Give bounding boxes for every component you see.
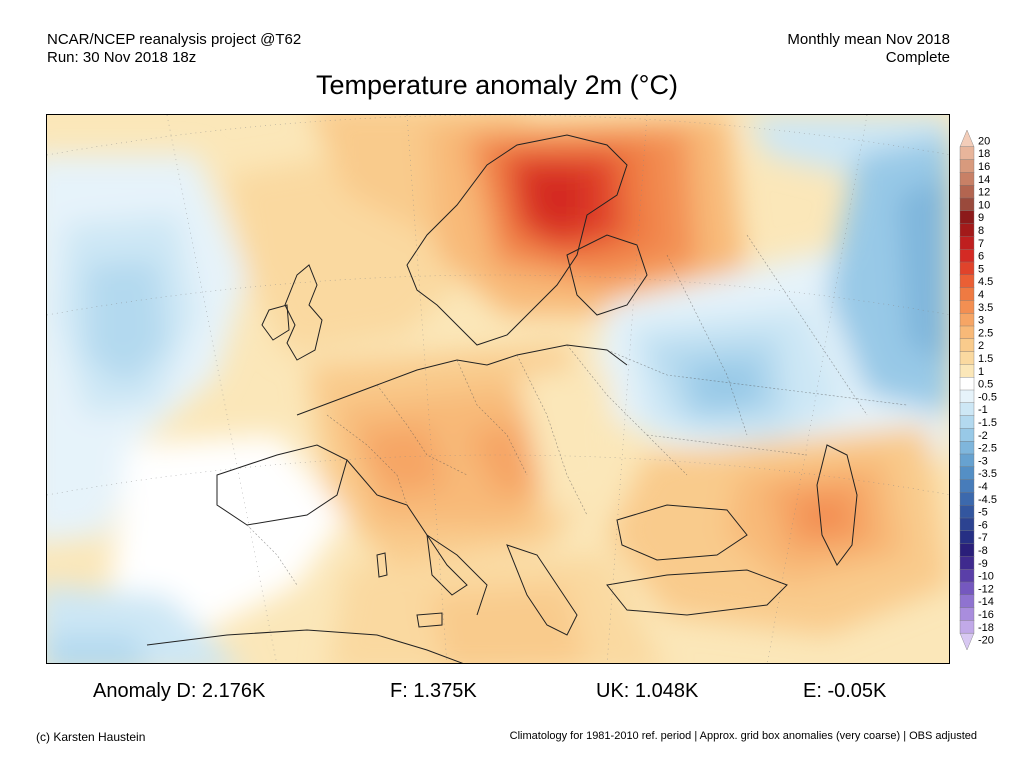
- header-left: NCAR/NCEP reanalysis project @T62 Run: 3…: [47, 31, 301, 67]
- header-right: Monthly mean Nov 2018 Complete: [787, 31, 950, 67]
- colorbar-swatch: [959, 159, 975, 173]
- colorbar-swatch: [959, 607, 975, 621]
- colorbar-swatch: [959, 466, 975, 481]
- colorbar-label: -16: [978, 609, 994, 621]
- colorbar-label: -10: [978, 571, 994, 583]
- colorbar-label: -8: [978, 545, 988, 557]
- colorbar-swatch: [959, 530, 975, 545]
- colorbar-label: -5: [978, 507, 988, 519]
- colorbar-label: -6: [978, 519, 988, 531]
- colorbar-label: 8: [978, 225, 984, 237]
- colorbar-swatch: [959, 236, 975, 250]
- colorbar-swatch: [959, 569, 975, 583]
- credit-label: (c) Karsten Haustein: [36, 730, 146, 744]
- colorbar-swatch: [959, 210, 975, 225]
- anomaly-d-stat: Anomaly D: 2.176K: [93, 680, 266, 702]
- colorbar-label: -2: [978, 430, 988, 442]
- colorbar-label: 5: [978, 263, 984, 275]
- colorbar-swatch: [959, 325, 975, 340]
- colorbar-label: 20: [978, 135, 990, 147]
- colorbar-swatch: [959, 441, 975, 455]
- colorbar-label: -12: [978, 583, 994, 595]
- coastlines: [146, 134, 858, 663]
- colorbar-swatch: [959, 633, 975, 651]
- colorbar-swatch: [959, 556, 975, 570]
- colorbar-swatch: [959, 581, 975, 596]
- anomaly-uk-stat: UK: 1.048K: [596, 680, 699, 702]
- colorbar-label: -1: [978, 404, 988, 416]
- borders: [246, 234, 908, 586]
- colorbar-label: 4.5: [978, 276, 993, 288]
- anomaly-e-stat: E: -0.05K: [803, 680, 887, 702]
- colorbar-label: 14: [978, 174, 990, 186]
- colorbar-swatch: [959, 287, 975, 301]
- colorbar-swatch: [959, 594, 975, 609]
- colorbar-label: -1.5: [978, 417, 997, 429]
- project-label: NCAR/NCEP reanalysis project @T62: [47, 31, 302, 48]
- colorbar-label: -18: [978, 622, 994, 634]
- run-label: Run: 30 Nov 2018 18z: [47, 49, 197, 66]
- colorbar-label: 3.5: [978, 302, 993, 314]
- colorbar-swatch: [959, 312, 975, 327]
- colorbar-label: 18: [978, 148, 990, 160]
- colorbar-label: 7: [978, 238, 984, 250]
- colorbar-label: 12: [978, 187, 990, 199]
- colorbar-swatch: [959, 197, 975, 212]
- colorbar-swatch: [959, 364, 975, 378]
- colorbar-swatch: [959, 300, 975, 314]
- colorbar-label: -3: [978, 455, 988, 467]
- colorbar-swatch: [959, 620, 975, 634]
- anomaly-map: [46, 114, 950, 664]
- colorbar-swatch: [959, 172, 975, 186]
- colorbar-label: 16: [978, 161, 990, 173]
- colorbar-label: -0.5: [978, 391, 997, 403]
- colorbar-swatch: [959, 248, 975, 263]
- colorbar-label: -4.5: [978, 494, 997, 506]
- anomaly-field: [47, 115, 949, 663]
- colorbar-label: 4: [978, 289, 984, 301]
- colorbar-swatch: [959, 517, 975, 532]
- colorbar-swatch: [959, 428, 975, 442]
- colorbar-swatch: [959, 453, 975, 468]
- colorbar-label: 1.5: [978, 353, 993, 365]
- colorbar-swatch: [959, 479, 975, 493]
- colorbar-swatch: [959, 415, 975, 429]
- colorbar-swatch: [959, 223, 975, 237]
- map-title: Temperature anomaly 2m (°C): [316, 70, 678, 100]
- climatology-note: Climatology for 1981-2010 ref. period | …: [509, 730, 977, 742]
- colorbar-swatch: [959, 543, 975, 557]
- colorbar-label: -7: [978, 532, 988, 544]
- colorbar-swatch: [959, 402, 975, 417]
- colorbar-swatch: [959, 185, 975, 199]
- colorbar-swatch: [959, 376, 975, 391]
- colorbar-swatch: [959, 146, 975, 161]
- colorbar-swatch: [959, 389, 975, 404]
- colorbar-label: -3.5: [978, 468, 997, 480]
- colorbar-label: 3: [978, 315, 984, 327]
- colorbar-label: 0.5: [978, 379, 993, 391]
- colorbar-swatch: [959, 261, 975, 276]
- colorbar-label: 6: [978, 251, 984, 263]
- colorbar-swatch: [959, 129, 975, 147]
- colorbar-label: 10: [978, 199, 990, 211]
- period-label: Monthly mean Nov 2018: [787, 31, 950, 48]
- colorbar-label: 2.5: [978, 327, 993, 339]
- colorbar-label: -2.5: [978, 443, 997, 455]
- colorbar-swatch: [959, 351, 975, 365]
- colorbar-label: -14: [978, 596, 994, 608]
- colorbar-label: 2: [978, 340, 984, 352]
- graticule: [47, 115, 949, 663]
- colorbar-label: -4: [978, 481, 988, 493]
- colorbar-legend: 20 18 16 14 12 10 9 8 7 6 5 4.5 4 3.5 3 2.5 2 1.5 1 0.5 -0.5…: [958, 128, 1024, 652]
- anomaly-f-stat: F: 1.375K: [390, 680, 477, 702]
- colorbar-swatch: [959, 505, 975, 519]
- colorbar-label: 1: [978, 366, 984, 378]
- colorbar-label: -9: [978, 558, 988, 570]
- colorbar-swatch: [959, 274, 975, 289]
- colorbar-label: -20: [978, 635, 994, 647]
- status-label: Complete: [885, 49, 950, 66]
- colorbar-label: 9: [978, 212, 984, 224]
- colorbar-swatch: [959, 338, 975, 353]
- colorbar-swatch: [959, 492, 975, 506]
